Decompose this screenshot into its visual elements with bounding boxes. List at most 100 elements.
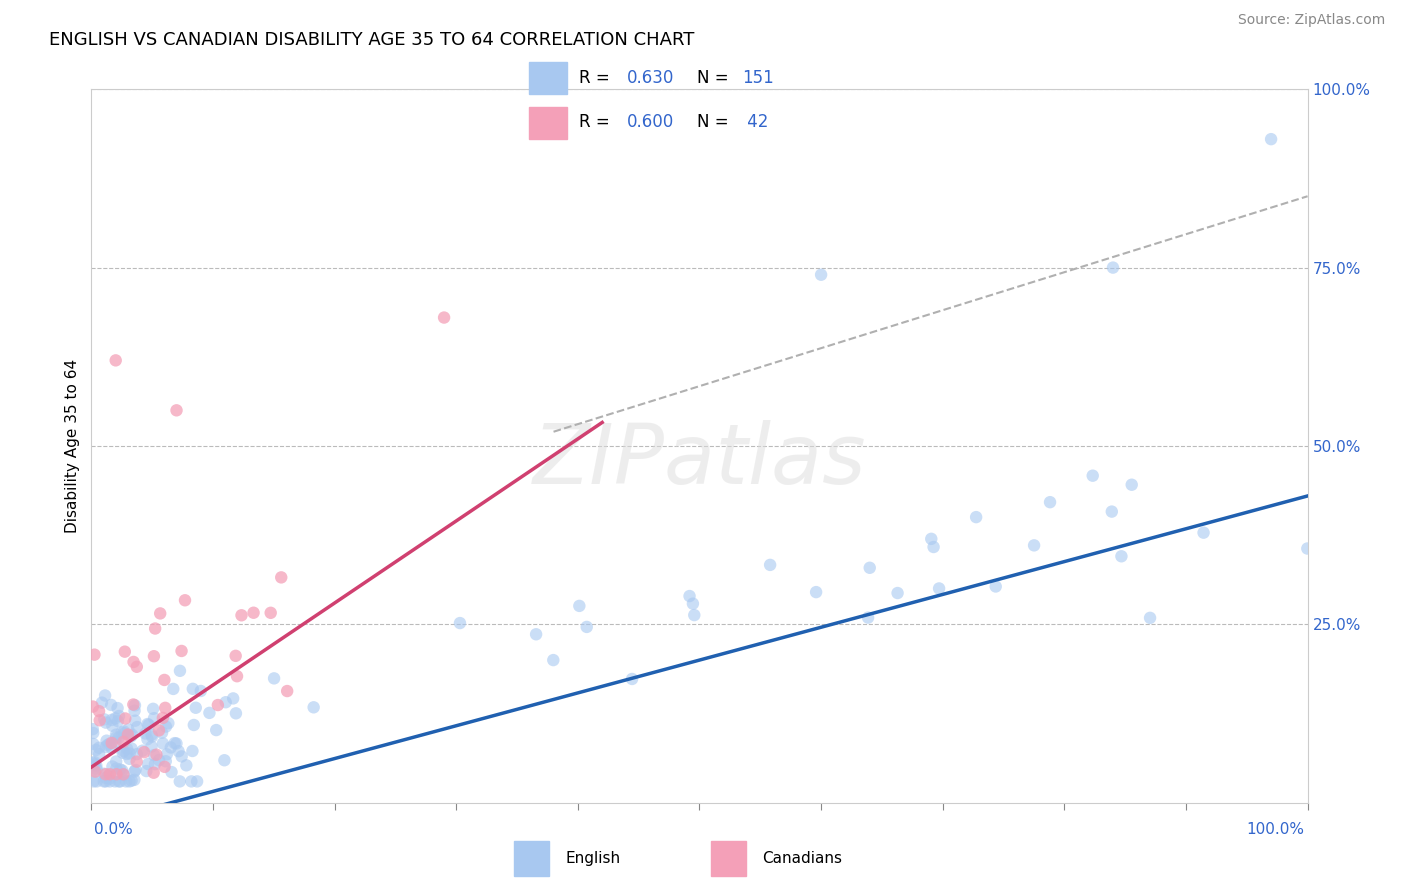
Point xyxy=(124,714,146,728)
Point xyxy=(82,722,104,736)
Point xyxy=(87,740,110,755)
Point xyxy=(207,698,229,712)
Point xyxy=(163,736,186,750)
Point xyxy=(117,728,139,742)
Point xyxy=(86,774,108,789)
Point xyxy=(112,735,135,749)
Point xyxy=(922,540,945,554)
Text: 151: 151 xyxy=(742,70,773,87)
Point xyxy=(143,757,166,772)
Point xyxy=(804,585,827,599)
Point xyxy=(166,736,188,750)
Point xyxy=(928,582,950,596)
Bar xyxy=(529,62,568,94)
Point xyxy=(141,730,163,744)
Point xyxy=(98,737,121,751)
Point xyxy=(94,689,117,703)
Point xyxy=(683,608,706,623)
Point xyxy=(184,700,207,714)
Point xyxy=(181,744,204,758)
Point xyxy=(124,698,146,713)
Point xyxy=(153,760,176,774)
Point xyxy=(82,699,104,714)
Point xyxy=(198,706,221,720)
Point xyxy=(169,774,191,789)
Point xyxy=(134,726,156,740)
Point xyxy=(682,597,704,611)
Point xyxy=(148,753,170,767)
Point xyxy=(152,736,174,750)
Text: ZIPatlas: ZIPatlas xyxy=(533,420,866,500)
Point xyxy=(449,615,471,630)
Point xyxy=(166,403,188,417)
Point xyxy=(108,763,131,777)
Point xyxy=(112,744,135,758)
Text: Source: ZipAtlas.com: Source: ZipAtlas.com xyxy=(1237,13,1385,28)
Point xyxy=(260,606,283,620)
Point xyxy=(222,691,245,706)
Point xyxy=(83,648,105,662)
Point xyxy=(1121,477,1143,491)
Point xyxy=(98,774,121,789)
Point xyxy=(114,645,136,659)
Point xyxy=(143,622,166,636)
Point xyxy=(153,673,176,687)
Point xyxy=(101,741,124,756)
Point xyxy=(127,720,149,734)
Point xyxy=(183,718,205,732)
Point xyxy=(225,706,247,721)
Point xyxy=(1192,525,1215,540)
Point xyxy=(759,558,782,572)
Point xyxy=(136,757,159,772)
Point xyxy=(1081,468,1104,483)
Point xyxy=(82,737,104,751)
Point xyxy=(159,740,181,755)
Point xyxy=(263,672,285,686)
Point xyxy=(135,764,157,778)
Point xyxy=(117,723,139,737)
Point xyxy=(125,747,148,761)
Point xyxy=(167,744,190,758)
Point xyxy=(524,627,547,641)
Point xyxy=(111,746,134,760)
Point xyxy=(186,774,208,789)
Point xyxy=(215,695,238,709)
Point xyxy=(1296,541,1319,556)
Point xyxy=(115,747,138,761)
Point xyxy=(111,764,134,778)
Point xyxy=(1039,495,1062,509)
Point xyxy=(157,716,180,731)
Point xyxy=(82,763,104,777)
Point xyxy=(1101,505,1123,519)
Text: N =: N = xyxy=(697,70,734,87)
Point xyxy=(302,700,325,714)
Point xyxy=(83,774,105,789)
Point xyxy=(86,758,108,772)
Point xyxy=(170,644,193,658)
Y-axis label: Disability Age 35 to 64: Disability Age 35 to 64 xyxy=(65,359,80,533)
Point xyxy=(94,715,117,730)
Point xyxy=(142,649,165,664)
Point xyxy=(104,711,127,725)
Point xyxy=(226,669,249,683)
Point xyxy=(121,741,143,756)
Text: 0.600: 0.600 xyxy=(627,113,673,131)
Point xyxy=(984,579,1007,593)
Text: N =: N = xyxy=(697,113,734,131)
Point xyxy=(122,698,145,712)
Text: ENGLISH VS CANADIAN DISABILITY AGE 35 TO 64 CORRELATION CHART: ENGLISH VS CANADIAN DISABILITY AGE 35 TO… xyxy=(49,31,695,49)
Point xyxy=(170,749,193,764)
Point xyxy=(125,660,148,674)
Point xyxy=(104,353,127,368)
Point xyxy=(145,747,167,762)
Point xyxy=(98,767,121,781)
Point xyxy=(155,701,177,715)
Point xyxy=(101,719,124,733)
Point xyxy=(107,731,129,745)
Point xyxy=(621,672,644,686)
Text: R =: R = xyxy=(579,113,616,131)
Point xyxy=(1111,549,1133,564)
Point xyxy=(86,762,108,776)
Point xyxy=(120,730,142,744)
Point xyxy=(150,725,173,739)
